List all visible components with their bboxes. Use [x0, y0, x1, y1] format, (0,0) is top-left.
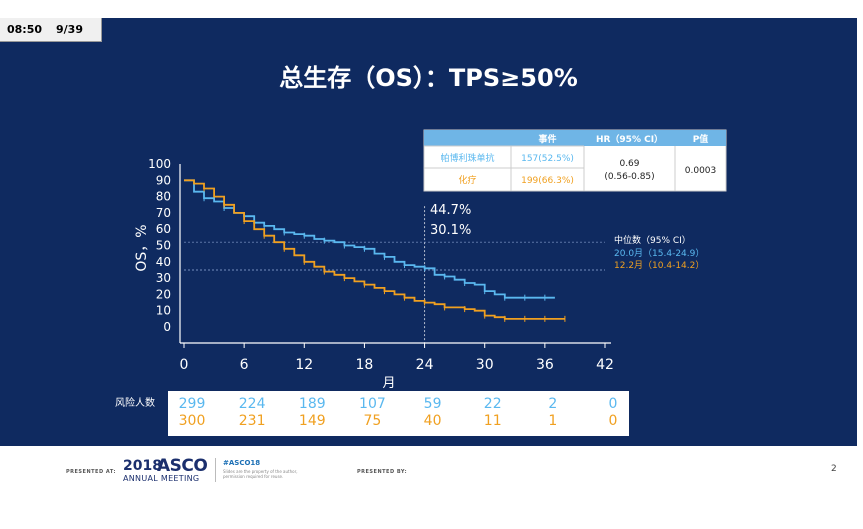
y-tick-label: 60	[156, 222, 171, 236]
slide-title: 总生存（OS）：TPS≥50%	[279, 64, 578, 92]
clock-badge: 08:50 9/39	[0, 18, 102, 42]
slide-background	[0, 18, 857, 446]
x-tick-label: 0	[180, 357, 189, 373]
risk-value-pembro: 2	[548, 396, 557, 412]
y-tick-label: 10	[156, 304, 171, 318]
slide-footer	[0, 446, 857, 529]
risk-value-chemo: 1	[548, 413, 557, 429]
risk-value-chemo: 149	[299, 413, 326, 429]
legend-hr: 0.69	[619, 159, 639, 169]
presented-at-label: PRESENTED AT:	[66, 469, 116, 475]
risk-value-pembro: 22	[484, 396, 502, 412]
legend-table-header-cell: HR（95% CI）	[596, 134, 663, 145]
risk-value-chemo: 40	[424, 413, 442, 429]
median-pembro: 20.0月（15.4-24.9）	[614, 248, 704, 259]
risk-value-pembro: 224	[239, 396, 266, 412]
risk-value-chemo: 300	[179, 413, 206, 429]
x-tick-label: 42	[596, 357, 614, 373]
x-tick-label: 6	[240, 357, 249, 373]
series-line-pembro	[184, 179, 555, 299]
legend-p-value: 0.0003	[685, 166, 717, 176]
risk-value-chemo: 75	[364, 413, 382, 429]
slide-page-number: 2	[831, 464, 837, 474]
page-counter: 9/39	[56, 23, 83, 36]
legend-row-events: 157(52.5%)	[521, 154, 574, 164]
footer-divider	[215, 458, 216, 482]
legend-row-arm: 化疗	[458, 174, 476, 186]
median-title: 中位数（95% CI）	[614, 234, 691, 246]
asco-hashtag: #ASCO18	[223, 459, 261, 467]
legend-table-header-cell: 事件	[538, 133, 556, 145]
x-tick-label: 30	[476, 357, 494, 373]
y-tick-label: 40	[156, 255, 171, 269]
legend-table-header	[424, 130, 726, 146]
y-tick-label: 50	[156, 239, 171, 253]
y-axis-label: OS，%	[134, 224, 150, 271]
y-tick-label: 30	[156, 271, 171, 285]
copyright-note: Slides are the property of the author, p…	[223, 469, 298, 479]
presented-by-label: PRESENTED BY:	[357, 469, 408, 475]
risk-value-chemo: 0	[609, 413, 618, 429]
x-tick-label: 36	[536, 357, 554, 373]
asco-subtitle: ANNUAL MEETING	[123, 474, 200, 483]
risk-value-pembro: 59	[424, 396, 442, 412]
y-tick-label: 100	[148, 157, 171, 171]
x-tick-label: 18	[356, 357, 374, 373]
legend-row-arm: 帕博利珠单抗	[440, 152, 494, 164]
x-tick-label: 12	[295, 357, 313, 373]
y-tick-label: 20	[156, 287, 171, 301]
series-line-chemo	[184, 179, 565, 320]
annotation-chemo-24m: 30.1%	[430, 223, 471, 238]
x-axis-label: 月	[382, 376, 395, 391]
risk-value-chemo: 11	[484, 413, 502, 429]
risk-value-chemo: 231	[239, 413, 266, 429]
risk-table-panel	[168, 391, 629, 436]
risk-value-pembro: 107	[359, 396, 386, 412]
risk-table-label: 风险人数	[115, 396, 155, 409]
y-tick-label: 70	[156, 206, 171, 220]
legend-row-events: 199(66.3%)	[521, 176, 574, 186]
risk-value-pembro: 189	[299, 396, 326, 412]
asco-logo-text: ASCO	[157, 456, 208, 476]
risk-value-pembro: 299	[179, 396, 206, 412]
legend-ci: (0.56-0.85)	[604, 172, 654, 182]
y-tick-label: 0	[163, 320, 171, 334]
median-chemo: 12.2月（10.4-14.2）	[614, 260, 704, 271]
legend-table-header-cell: P值	[693, 133, 709, 145]
risk-value-pembro: 0	[609, 396, 618, 412]
y-tick-label: 90	[156, 173, 171, 187]
annotation-pembro-24m: 44.7%	[430, 203, 471, 218]
clock-time: 08:50	[7, 23, 43, 36]
asco-year: 2018	[123, 458, 162, 474]
y-tick-label: 80	[156, 190, 171, 204]
x-tick-label: 24	[416, 357, 434, 373]
